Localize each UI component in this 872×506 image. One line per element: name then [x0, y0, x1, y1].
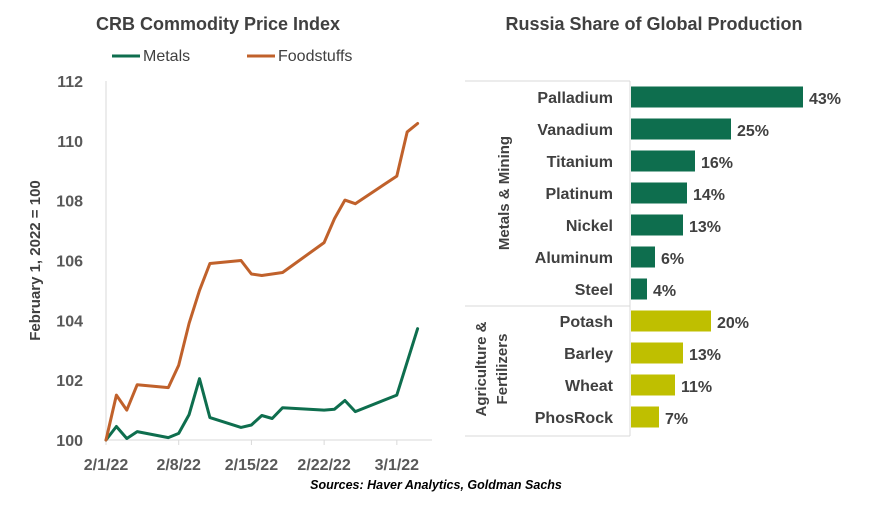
data-label-titanium: 16% — [701, 155, 733, 172]
bar-platinum — [631, 182, 687, 204]
y-tick-label: 110 — [57, 134, 83, 151]
data-label-barley: 13% — [689, 347, 721, 364]
data-label-nickel: 13% — [689, 219, 721, 236]
bar-steel — [631, 278, 647, 300]
x-tick-label: 2/15/22 — [225, 457, 278, 474]
bar-palladium — [631, 86, 803, 108]
y-tick-label: 100 — [56, 433, 83, 450]
category-label-vanadium: Vanadium — [537, 122, 613, 139]
category-label-palladium: Palladium — [537, 90, 613, 107]
y-tick-label: 106 — [56, 254, 83, 271]
source-note: Sources: Haver Analytics, Goldman Sachs — [310, 478, 562, 492]
x-tick-label: 2/8/22 — [156, 457, 201, 474]
y-axis-label: February 1, 2022 = 100 — [27, 180, 44, 341]
bar-aluminum — [631, 246, 655, 268]
category-label-wheat: Wheat — [565, 378, 614, 395]
data-label-palladium: 43% — [809, 91, 841, 108]
line-chart: 100 102 104 106 108 110 112 2/1/22 2/8/22 2/15/22… — [27, 48, 432, 474]
x-tick-label: 2/1/22 — [84, 457, 129, 474]
series-line-metals — [104, 327, 420, 442]
y-tick-label: 102 — [56, 373, 83, 390]
category-label-platinum: Platinum — [545, 186, 613, 203]
data-label-aluminum: 6% — [661, 251, 684, 268]
x-tick-label: 2/22/22 — [297, 457, 350, 474]
bar-phosrock — [631, 406, 659, 428]
data-label-platinum: 14% — [693, 187, 725, 204]
data-label-potash: 20% — [717, 315, 749, 332]
bar-chart-title: Russia Share of Global Production — [505, 14, 803, 34]
data-label-phosrock: 7% — [665, 411, 688, 428]
data-label-wheat: 11% — [681, 379, 712, 396]
category-label-aluminum: Aluminum — [535, 250, 613, 267]
x-tick-label: 3/1/22 — [375, 457, 420, 474]
group-label: Fertilizers — [494, 334, 511, 405]
y-tick-label: 112 — [57, 74, 83, 91]
group-label: Metals & Mining — [496, 136, 513, 250]
bar-barley — [631, 342, 683, 364]
bar-titanium — [631, 150, 695, 172]
legend-label-foodstuffs: Foodstuffs — [278, 48, 352, 65]
bar-wheat — [631, 374, 675, 396]
y-tick-label: 108 — [56, 194, 83, 211]
category-label-titanium: Titanium — [547, 154, 613, 171]
category-label-potash: Potash — [560, 314, 613, 331]
category-label-steel: Steel — [575, 282, 613, 299]
line-chart-title: CRB Commodity Price Index — [95, 14, 341, 34]
bar-vanadium — [631, 118, 731, 140]
bar-potash — [631, 310, 711, 332]
legend-label-metals: Metals — [143, 48, 190, 65]
y-tick-label: 104 — [56, 313, 83, 330]
category-label-phosrock: PhosRock — [535, 410, 613, 427]
bar-nickel — [631, 214, 683, 236]
data-label-steel: 4% — [653, 283, 676, 300]
series-line-foodstuffs — [104, 122, 420, 442]
category-label-barley: Barley — [564, 346, 613, 363]
category-label-nickel: Nickel — [566, 218, 613, 235]
group-label: Agriculture & — [473, 321, 490, 416]
data-label-vanadium: 25% — [737, 123, 769, 140]
